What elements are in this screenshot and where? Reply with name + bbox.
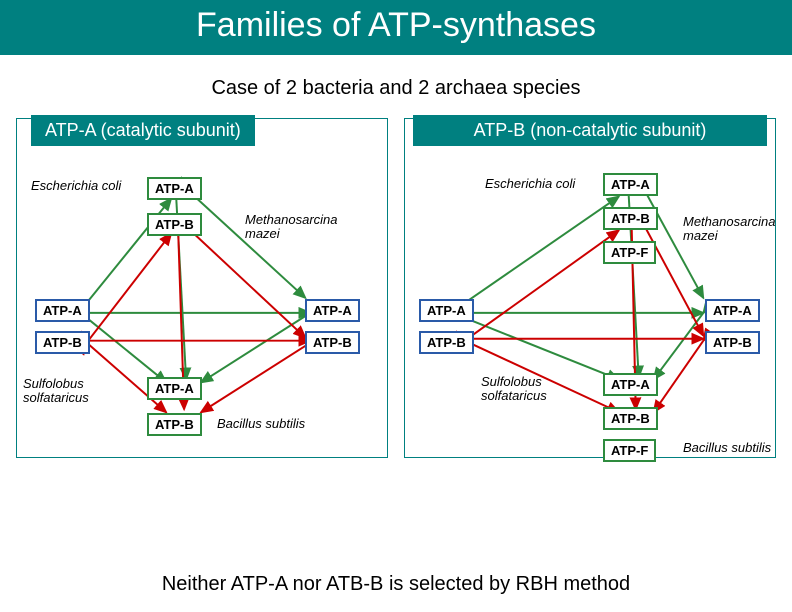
node-solf-atpb-right: ATP-B: [419, 331, 474, 354]
left-panel: ATP-A (catalytic subunit): [16, 118, 388, 458]
node-solf-atpb-left: ATP-B: [35, 331, 90, 354]
species-mmazei-left: Methanosarcina mazei: [245, 213, 338, 242]
species-bsub-right: Bacillus subtilis: [683, 441, 771, 455]
node-mmazei-atpb-right: ATP-B: [705, 331, 760, 354]
node-ecoli-atpa-right: ATP-A: [603, 173, 658, 196]
species-ecoli-right: Escherichia coli: [485, 177, 575, 191]
subtitle-text: Case of 2 bacteria and 2 archaea species: [211, 77, 580, 99]
node-bsub-atpb-right: ATP-B: [603, 407, 658, 430]
node-mmazei-atpa-left: ATP-A: [305, 299, 360, 322]
node-bsub-atpf-right: ATP-F: [603, 439, 656, 462]
footer: Neither ATP-A nor ATB-B is selected by R…: [0, 573, 792, 596]
node-bsub-atpb-left: ATP-B: [147, 413, 202, 436]
page-title: Families of ATP-synthases: [196, 6, 596, 44]
species-mmazei-right: Methanosarcina mazei: [683, 215, 776, 244]
species-ecoli-left: Escherichia coli: [31, 179, 121, 193]
right-arrows: [405, 119, 775, 457]
subtitle: Case of 2 bacteria and 2 archaea species: [0, 77, 792, 100]
species-solf-right: Sulfolobus solfataricus: [481, 375, 547, 404]
node-ecoli-atpb-left: ATP-B: [147, 213, 202, 236]
node-ecoli-atpb-right: ATP-B: [603, 207, 658, 230]
species-solf-left: Sulfolobus solfataricus: [23, 377, 89, 406]
node-ecoli-atpf-right: ATP-F: [603, 241, 656, 264]
right-panel: ATP-B (non-catalytic subunit): [404, 118, 776, 458]
node-ecoli-atpa-left: ATP-A: [147, 177, 202, 200]
node-solf-atpa-right: ATP-A: [419, 299, 474, 322]
footer-text: Neither ATP-A nor ATB-B is selected by R…: [162, 573, 630, 595]
node-bsub-atpa-left: ATP-A: [147, 377, 202, 400]
panels-row: ATP-A (catalytic subunit): [0, 118, 792, 458]
node-mmazei-atpa-right: ATP-A: [705, 299, 760, 322]
node-mmazei-atpb-left: ATP-B: [305, 331, 360, 354]
title-bar: Families of ATP-synthases: [0, 0, 792, 55]
node-bsub-atpa-right: ATP-A: [603, 373, 658, 396]
species-bsub-left: Bacillus subtilis: [217, 417, 305, 431]
node-solf-atpa-left: ATP-A: [35, 299, 90, 322]
left-arrows: [17, 119, 387, 457]
